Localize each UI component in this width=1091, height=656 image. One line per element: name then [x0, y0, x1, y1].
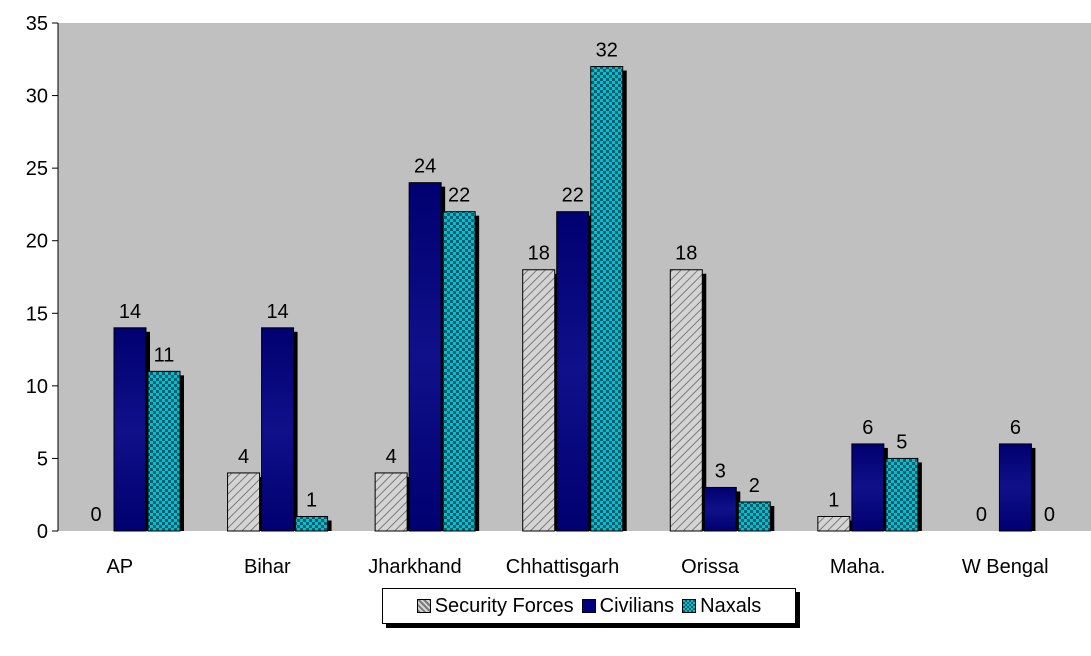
data-label: 32 — [596, 40, 618, 62]
bar-civilians — [703, 486, 737, 532]
data-label: 4 — [238, 446, 249, 468]
data-label: 0 — [90, 504, 101, 526]
data-label: 22 — [562, 185, 584, 207]
category-label: Jharkhand — [368, 556, 461, 578]
y-tick-label: 10 — [26, 376, 48, 398]
legend-label-security-forces: Security Forces — [434, 594, 574, 617]
data-label: 14 — [266, 301, 288, 323]
legend-swatch-civilians — [581, 599, 596, 613]
data-label: 11 — [154, 344, 175, 366]
data-label: 3 — [715, 460, 726, 482]
bar-naxals — [885, 457, 919, 532]
legend-label-naxals: Naxals — [700, 594, 762, 617]
data-label: 4 — [386, 446, 397, 468]
bar-security-forces — [669, 269, 703, 532]
y-tick-label: 0 — [37, 521, 48, 543]
y-tick-label: 5 — [37, 448, 48, 470]
category-label: Chhattisgarh — [506, 556, 619, 578]
y-tick-label: 25 — [26, 158, 48, 180]
data-label: 6 — [862, 417, 873, 439]
legend-label-civilians: Civilians — [599, 594, 675, 617]
bar-naxals — [147, 370, 181, 532]
bar-naxals — [590, 66, 624, 532]
legend-item-naxals: Naxals — [682, 595, 761, 618]
data-label: 1 — [306, 489, 317, 511]
data-label: 5 — [896, 431, 907, 453]
bar-civilians — [408, 182, 442, 532]
data-label: 14 — [119, 301, 141, 323]
legend-item-civilians: Civilians — [581, 594, 675, 618]
y-tick-label: 15 — [26, 303, 48, 325]
y-tick-label: 20 — [26, 231, 48, 253]
bar-naxals — [737, 501, 771, 532]
y-tick-label: 30 — [26, 86, 48, 108]
data-label: 22 — [448, 185, 470, 207]
bar-naxals — [295, 515, 329, 532]
data-label: 18 — [528, 243, 550, 265]
legend-swatch-security-forces — [416, 599, 431, 613]
bar-civilians — [113, 327, 147, 532]
bar-naxals — [442, 211, 476, 532]
category-label: W Bengal — [962, 556, 1049, 578]
legend-item-security-forces: Security Forces — [416, 594, 574, 618]
bar-civilians — [998, 443, 1032, 532]
bar-civilians — [261, 327, 295, 532]
data-label: 6 — [1010, 417, 1021, 439]
y-tick-label: 35 — [26, 13, 48, 35]
category-label: AP — [106, 556, 133, 578]
data-label: 0 — [1044, 504, 1055, 526]
legend-swatch-naxals — [682, 599, 697, 613]
legend: Security Forces Civilians Naxals — [382, 588, 796, 624]
bars-group — [113, 66, 1036, 532]
data-label: 18 — [675, 243, 697, 265]
x-axis: AP Bihar Jharkhand Chhattisgarh Orissa Maha. W… — [106, 556, 1048, 578]
data-label: 24 — [414, 156, 436, 178]
category-label: Maha. — [830, 556, 886, 578]
data-label: 2 — [749, 475, 760, 497]
bar-civilians — [851, 443, 885, 532]
bar-security-forces — [522, 269, 556, 532]
category-label: Orissa — [681, 556, 740, 578]
bar-security-forces — [374, 472, 408, 532]
bar-security-forces — [227, 472, 261, 532]
data-label: 0 — [976, 504, 987, 526]
bar-civilians — [556, 211, 590, 532]
category-label: Bihar — [244, 556, 291, 578]
bar-security-forces — [817, 515, 851, 532]
y-axis: 0 5 10 15 20 25 30 35 — [26, 13, 59, 543]
data-label: 1 — [828, 489, 839, 511]
